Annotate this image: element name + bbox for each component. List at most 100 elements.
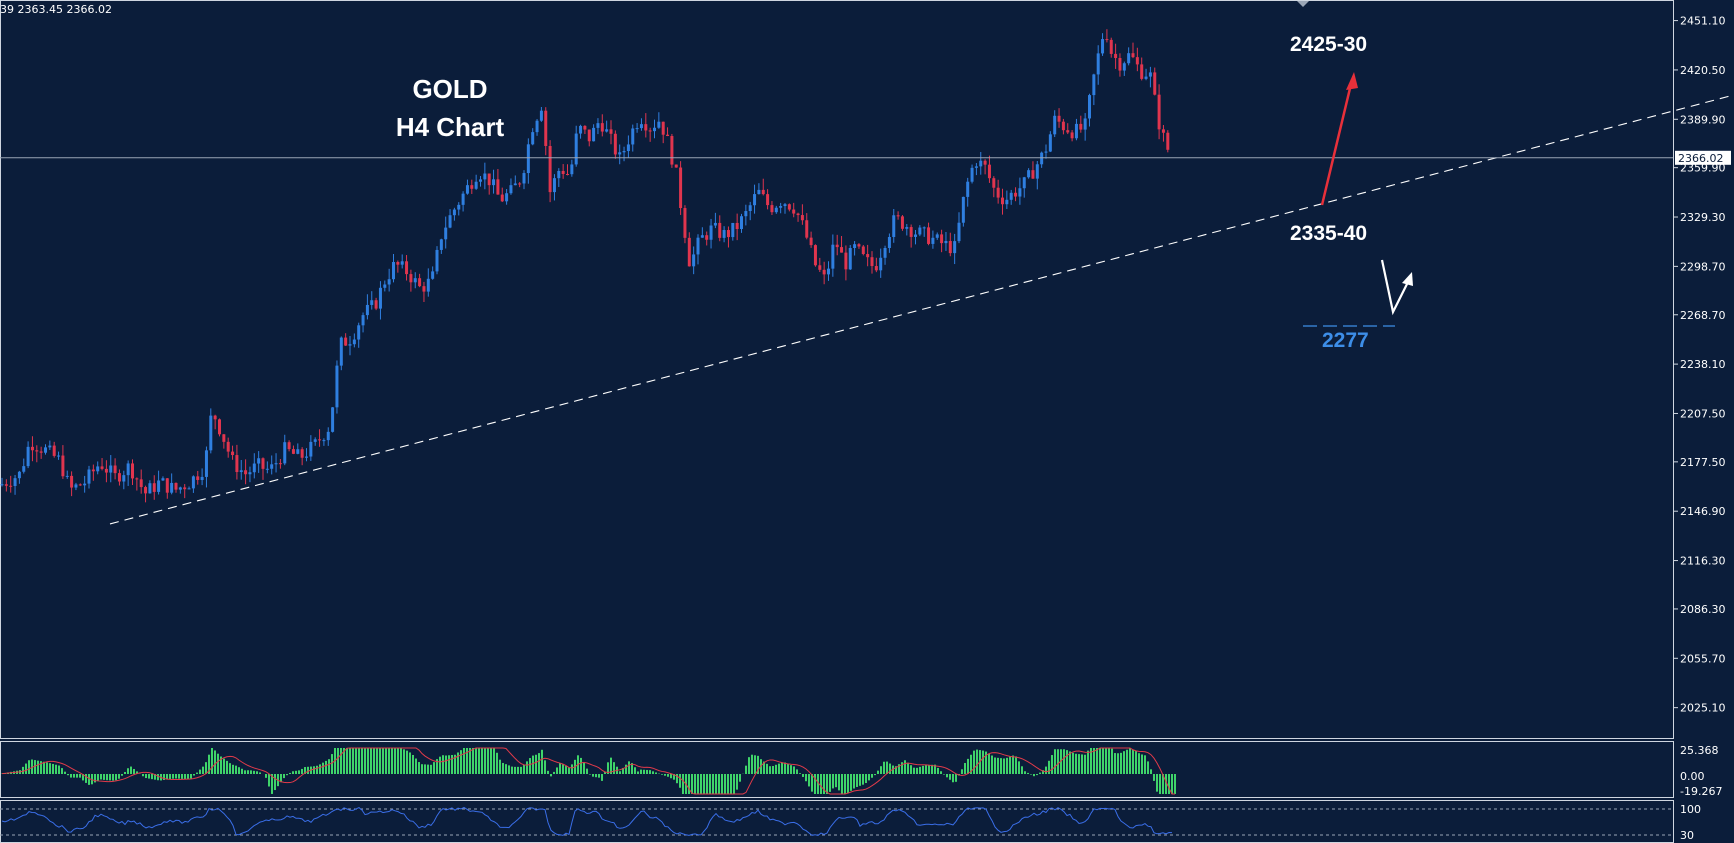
current-price-label-bg — [1675, 150, 1731, 165]
candle-body — [761, 189, 765, 195]
candle-body — [191, 476, 195, 489]
candle-body — [561, 170, 565, 174]
candle-body — [452, 209, 456, 216]
candle-body — [4, 484, 8, 486]
candle-body — [204, 450, 208, 477]
candle-body — [687, 237, 691, 267]
candle-body — [244, 470, 248, 475]
candle-body — [935, 234, 939, 238]
candle-body — [209, 415, 213, 451]
price-axis: 2451.10 2420.50 2389.90 2359.90 2329.30 2298.… — [1673, 15, 1726, 715]
candle-body — [709, 225, 713, 240]
candle-body — [1079, 123, 1083, 130]
macd-indicator: 25.368 0.00 -19.267 — [1, 744, 1722, 798]
candle-body — [144, 487, 148, 494]
current-price-label: 2366.02 — [1678, 152, 1724, 165]
candle-body — [348, 344, 352, 346]
candle-body — [818, 265, 822, 270]
candle-body — [874, 266, 878, 271]
candle-body — [835, 244, 839, 248]
candle-body — [457, 204, 461, 210]
candle-body — [309, 441, 313, 457]
candle-body — [465, 185, 469, 194]
candle-body — [618, 152, 622, 155]
macd-signal-line — [1, 747, 1175, 795]
chart-shift-marker[interactable] — [1297, 1, 1309, 7]
candle-body — [1053, 115, 1057, 135]
candle-body — [487, 173, 491, 186]
rsi-level-label: 100 — [1680, 803, 1701, 816]
candle-body — [22, 466, 26, 472]
candle-body — [87, 469, 91, 484]
candle-body — [870, 257, 874, 267]
candle-body — [470, 185, 474, 189]
candle-body — [1088, 95, 1091, 119]
candle-body — [313, 439, 317, 442]
candle-body — [896, 215, 900, 217]
candle-body — [61, 455, 65, 477]
candle-body — [557, 170, 561, 179]
bullish-arrow — [1320, 79, 1354, 206]
candle-body — [413, 278, 417, 283]
candle-body — [683, 208, 687, 238]
candle-body — [957, 222, 961, 242]
candle-body — [100, 466, 104, 469]
candle-body — [461, 193, 465, 205]
candle-body — [291, 449, 295, 454]
candle-body — [17, 471, 21, 479]
macd-level-label: -19.267 — [1680, 785, 1722, 798]
candle-body — [796, 213, 800, 216]
candle-body — [222, 434, 226, 442]
macd-panel-border — [0, 741, 1674, 798]
candle-body — [552, 178, 556, 193]
candle-body — [800, 215, 804, 221]
candle-body — [1101, 39, 1105, 54]
candle-body — [1083, 118, 1087, 130]
candle-body — [705, 235, 709, 240]
candle-body — [1005, 199, 1009, 205]
candle-body — [518, 183, 522, 185]
candle-body — [70, 475, 74, 488]
candle-body — [83, 483, 87, 486]
candle-body — [1018, 188, 1022, 197]
candle-body — [526, 144, 530, 174]
candle-body — [418, 278, 422, 287]
chart-title-symbol: GOLD — [412, 74, 488, 104]
candle-body — [757, 189, 761, 195]
candle-body — [648, 130, 652, 132]
candle-body — [30, 446, 34, 451]
candle-body — [822, 269, 826, 275]
candle-body — [809, 237, 813, 246]
candle-body — [178, 487, 182, 490]
candle-body — [914, 234, 917, 237]
candle-body — [940, 234, 944, 244]
candle-body — [265, 468, 269, 470]
candle-body — [1135, 57, 1139, 65]
candle-body — [848, 248, 852, 270]
candle-body — [157, 480, 161, 492]
candle-body — [666, 134, 670, 137]
candle-body — [479, 179, 482, 182]
candle-body — [1161, 129, 1165, 133]
candle-body — [435, 249, 439, 272]
candle-body — [339, 337, 343, 366]
candle-body — [779, 206, 783, 208]
candle-body — [305, 456, 308, 458]
candle-body — [857, 244, 861, 247]
candle-body — [718, 222, 722, 238]
candle-body — [505, 193, 509, 202]
candle-body — [1074, 123, 1078, 139]
price-tick-label: 2086.30 — [1680, 603, 1726, 616]
candle-body — [644, 124, 648, 131]
price-tick-label: 2329.30 — [1680, 211, 1726, 224]
candle-body — [922, 227, 926, 229]
candle-body — [483, 173, 487, 180]
candle-body — [905, 227, 909, 229]
price-tick-label: 2389.90 — [1680, 113, 1726, 126]
candle-body — [587, 129, 591, 142]
macd-level-label: 0.00 — [1680, 770, 1705, 783]
trendline[interactable] — [109, 94, 1734, 525]
candle-body — [1070, 132, 1074, 139]
